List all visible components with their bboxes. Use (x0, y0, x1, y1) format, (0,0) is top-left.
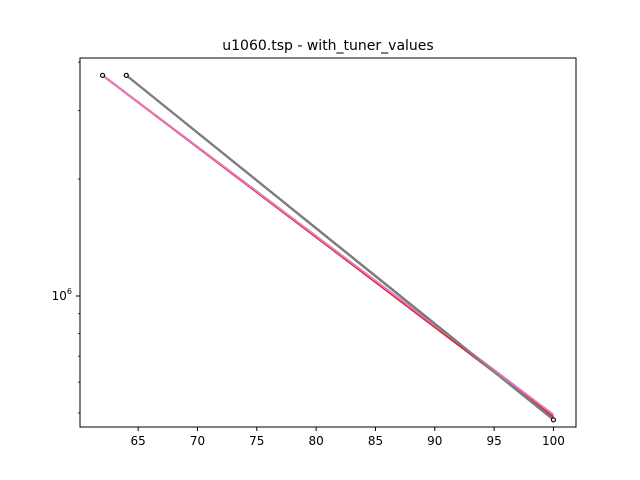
x-tick-label: 75 (249, 434, 264, 448)
y-axis: 106 (52, 61, 80, 414)
series-layer (101, 74, 555, 421)
chart-title: u1060.tsp - with_tuner_values (222, 38, 433, 54)
y-tick-label: 106 (52, 287, 72, 303)
plot-frame (79, 57, 577, 428)
x-tick-label: 65 (131, 434, 146, 448)
endpoint-marker-3 (550, 417, 557, 423)
x-tick-label: 85 (368, 434, 383, 448)
x-tick-label: 90 (427, 434, 442, 448)
endpoint-marker-1 (99, 72, 106, 78)
marker-layer (99, 72, 557, 423)
x-tick-label: 70 (190, 434, 205, 448)
endpoint-marker-2 (123, 72, 129, 78)
x-tick-label: 80 (308, 434, 323, 448)
series-line-8 (125, 74, 555, 421)
x-axis: 65 70 75 80 85 90 95 100 (131, 427, 565, 448)
x-tick-label: 100 (542, 434, 565, 448)
x-tick-label: 95 (486, 434, 501, 448)
